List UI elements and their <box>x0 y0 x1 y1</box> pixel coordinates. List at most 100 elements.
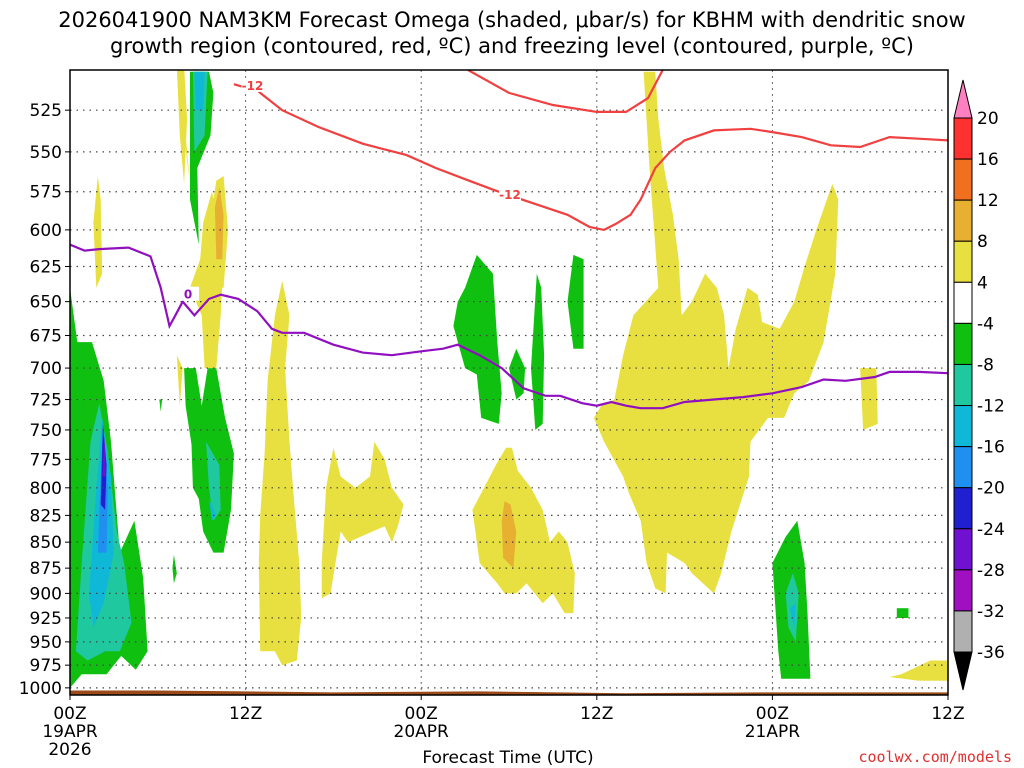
omega-region <box>321 441 404 599</box>
freezing-contour-label-bg <box>177 286 200 301</box>
colorbar-label: -24 <box>977 520 1005 540</box>
y-tick-label: 725 <box>30 391 62 411</box>
grid-lines <box>70 70 948 695</box>
freezing-level-line <box>70 243 948 410</box>
terrain-band <box>70 690 948 695</box>
y-tick-label: 700 <box>30 359 62 379</box>
x-tick-date-label: 20APR <box>394 722 450 742</box>
colorbar: 20 16 12 8 4 -4 -8 -12 -16 -20 -24 -28 -32 -36 <box>953 79 1005 691</box>
omega-region <box>214 187 224 260</box>
dgz-upper-contour-line <box>467 70 664 113</box>
contour-lines: -12 -12 0 <box>70 70 948 410</box>
omega-region <box>501 501 517 569</box>
colorbar-label: 20 <box>977 109 999 129</box>
colorbar-label: -20 <box>977 479 1005 499</box>
omega-region <box>889 660 948 681</box>
omega-region <box>194 71 205 111</box>
y-tick-label: 950 <box>30 633 62 653</box>
omega-region <box>896 608 909 618</box>
colorbar-segment <box>953 528 973 571</box>
y-tick-label: 900 <box>30 584 62 604</box>
y-tick-label: 750 <box>30 421 62 441</box>
credit-text: coolwx.com/models <box>858 748 1012 766</box>
colorbar-label: 4 <box>977 273 988 293</box>
y-tick-label: 925 <box>30 609 62 629</box>
colorbar-bottom-triangle <box>953 651 973 691</box>
y-tick-label: 800 <box>30 479 62 499</box>
colorbar-segment <box>953 199 973 242</box>
chart-title-line1: 2026041900 NAM3KM Forecast Omega (shaded… <box>58 8 966 32</box>
dgz-contour-label: -12 <box>499 188 521 202</box>
colorbar-segment <box>953 322 973 365</box>
x-tick-label: 12Z <box>931 704 964 724</box>
omega-region <box>159 399 163 412</box>
plot-area: -12 -12 0 <box>69 69 949 696</box>
y-tick-label: 825 <box>30 506 62 526</box>
colorbar-label: -16 <box>977 438 1005 458</box>
omega-region <box>258 280 302 666</box>
omega-region <box>176 70 188 184</box>
colorbar-segment <box>953 446 973 489</box>
omega-region <box>567 254 584 349</box>
colorbar-label: -12 <box>977 397 1005 417</box>
dgz-contour-label-bg <box>241 77 264 92</box>
omega-region <box>860 368 878 430</box>
chart-title-line2: growth region (contoured, red, ºC) and f… <box>110 34 914 58</box>
colorbar-label: -36 <box>977 643 1005 663</box>
colorbar-label: -4 <box>977 314 994 334</box>
y-tick-label: 625 <box>30 257 62 277</box>
colorbar-segment <box>953 158 973 201</box>
x-tick-label: 00Z <box>405 704 438 724</box>
omega-region <box>93 176 103 288</box>
x-tick-year-label: 2026 <box>48 740 91 760</box>
x-axis-label: Forecast Time (UTC) <box>422 748 593 768</box>
colorbar-label: -32 <box>977 602 1005 622</box>
dgz-contour-label: -12 <box>242 79 264 93</box>
y-tick-label: 600 <box>30 221 62 241</box>
colorbar-segment <box>953 610 973 653</box>
omega-region <box>172 554 177 584</box>
colorbar-segment <box>953 569 973 612</box>
y-tick-label: 975 <box>30 656 62 676</box>
colorbar-label: -28 <box>977 561 1005 581</box>
x-tick-label: 12Z <box>580 704 613 724</box>
colorbar-top-triangle <box>953 79 973 119</box>
colorbar-segment <box>953 405 973 448</box>
colorbar-label: 16 <box>977 150 999 170</box>
y-axis: 525 550 575 600 625 650 675 700 725 750 775 800 825 8… <box>19 101 70 699</box>
colorbar-segment <box>953 281 973 324</box>
colorbar-label: 8 <box>977 232 988 252</box>
omega-region <box>453 254 502 424</box>
colorbar-segment <box>953 363 973 407</box>
x-tick-date-label: 21APR <box>745 722 801 742</box>
y-tick-label: 775 <box>30 450 62 470</box>
omega-region <box>102 435 106 477</box>
colorbar-segment <box>953 117 973 160</box>
dgz-contour-label-bg <box>499 186 521 201</box>
omega-region <box>790 603 796 628</box>
y-tick-label: 650 <box>30 293 62 313</box>
plot-frame <box>69 69 949 696</box>
x-tick-date-label: 19APR <box>42 722 98 742</box>
y-tick-label: 850 <box>30 533 62 553</box>
terrain-fill <box>70 690 948 695</box>
omega-region <box>472 447 575 614</box>
freezing-contour-label: 0 <box>184 288 192 302</box>
omega-shading <box>70 70 948 688</box>
x-tick-label: 00Z <box>53 704 86 724</box>
y-tick-label: 675 <box>30 326 62 346</box>
y-tick-label: 875 <box>30 559 62 579</box>
colorbar-segment <box>953 487 973 530</box>
omega-region <box>593 71 839 594</box>
colorbar-label: 12 <box>977 191 999 211</box>
y-tick-label: 550 <box>30 143 62 163</box>
colorbar-label: -8 <box>977 355 994 375</box>
dgz-contour-line <box>250 83 948 232</box>
x-tick-label: 00Z <box>756 704 789 724</box>
colorbar-segment <box>953 240 973 283</box>
y-tick-label: 525 <box>30 101 62 121</box>
y-tick-label: 1000 <box>19 679 62 699</box>
omega-region <box>206 441 221 521</box>
